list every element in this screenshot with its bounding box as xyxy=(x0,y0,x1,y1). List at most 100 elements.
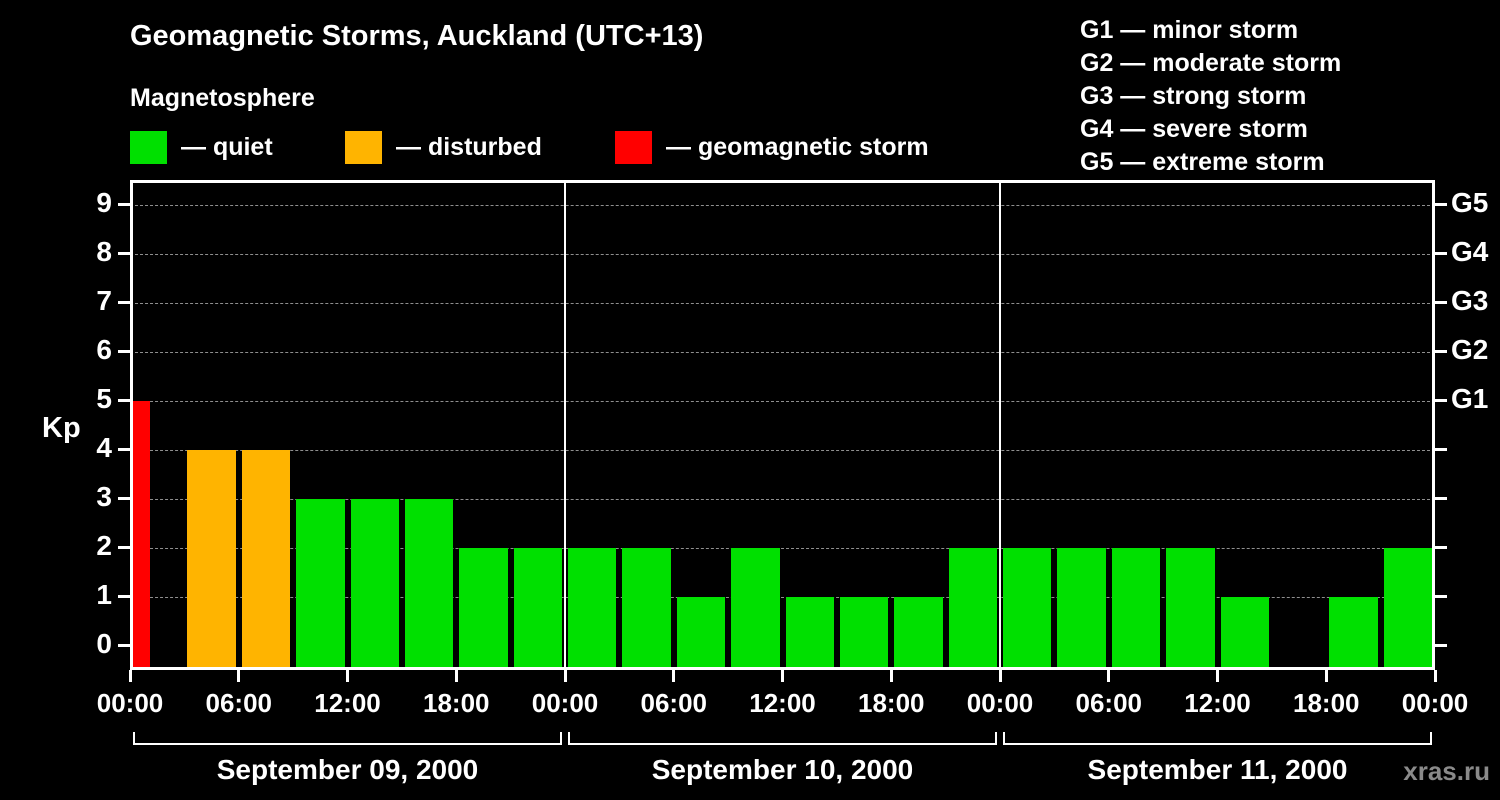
y-tick-label: 4 xyxy=(96,431,112,463)
x-axis-tick xyxy=(889,670,893,682)
day-separator xyxy=(564,180,566,670)
gridline xyxy=(130,253,1435,255)
right-axis-label: G2 xyxy=(1451,333,1489,365)
kp-bar xyxy=(350,498,399,670)
kp-bar xyxy=(894,596,943,670)
y-tick-label: 0 xyxy=(96,627,112,659)
x-tick-label: 06:00 xyxy=(640,688,708,718)
kp-bar xyxy=(1166,547,1215,670)
legend-item-storm: — geomagnetic storm xyxy=(615,130,929,164)
y-tick-label: 7 xyxy=(96,284,112,316)
y-axis-tick xyxy=(1435,644,1447,647)
g-legend-item-g4: G4 — severe storm xyxy=(1080,115,1308,143)
y-tick-label: 6 xyxy=(96,333,112,365)
date-bracket xyxy=(568,743,997,745)
date-bracket xyxy=(560,732,562,745)
kp-bar xyxy=(513,547,562,670)
x-tick-label: 06:00 xyxy=(205,688,273,718)
y-tick-label: 1 xyxy=(96,578,112,610)
kp-bar xyxy=(731,547,780,670)
date-bracket xyxy=(995,732,997,745)
x-axis-tick xyxy=(998,670,1002,682)
kp-axis-label: Kp xyxy=(42,412,81,444)
legend-label-storm: — geomagnetic storm xyxy=(666,132,929,161)
chart-subtitle: Magnetosphere xyxy=(130,84,315,112)
y-axis-tick xyxy=(1435,350,1447,353)
date-label: September 11, 2000 xyxy=(1087,754,1348,785)
kp-bar xyxy=(568,547,617,670)
x-axis-tick xyxy=(1433,670,1437,682)
y-axis-tick xyxy=(1435,497,1447,500)
y-axis-tick xyxy=(118,203,130,206)
gridline xyxy=(130,204,1435,206)
date-bracket xyxy=(133,743,562,745)
kp-bar xyxy=(1329,596,1378,670)
y-axis-tick xyxy=(118,644,130,647)
y-tick-label: 5 xyxy=(96,382,112,414)
right-axis-label: G5 xyxy=(1451,186,1489,218)
date-bracket xyxy=(133,732,135,745)
y-axis-tick xyxy=(1435,203,1447,206)
x-axis-tick xyxy=(563,670,567,682)
date-bracket xyxy=(1003,732,1005,745)
right-axis-label: G3 xyxy=(1451,284,1489,316)
right-axis-label: G1 xyxy=(1451,382,1489,414)
g-scale-legend: G1 — minor storm G2 — moderate storm G3 … xyxy=(1080,14,1341,179)
y-axis-tick xyxy=(118,546,130,549)
kp-bar xyxy=(948,547,997,670)
x-axis-tick xyxy=(1324,670,1328,682)
x-tick-label: 18:00 xyxy=(858,688,925,718)
x-tick-label: 12:00 xyxy=(314,688,381,718)
date-label: September 10, 2000 xyxy=(651,754,914,785)
gridline xyxy=(130,596,1435,598)
x-tick-label: 18:00 xyxy=(1293,688,1360,718)
y-axis-tick xyxy=(1435,301,1447,304)
gridline xyxy=(130,449,1435,451)
gridline xyxy=(130,400,1435,402)
x-axis-tick xyxy=(128,670,132,682)
g-legend-item-g5: G5 — extreme storm xyxy=(1080,148,1325,176)
kp-bar xyxy=(839,596,889,670)
plot-frame xyxy=(130,180,1435,670)
g-legend-item-g2: G2 — moderate storm xyxy=(1080,49,1342,77)
y-axis-tick xyxy=(118,301,130,304)
kp-bar xyxy=(459,547,508,670)
disturbed-color-swatch xyxy=(345,130,382,164)
x-tick-label: 18:00 xyxy=(423,688,490,718)
y-axis-tick xyxy=(1435,546,1447,549)
x-axis-tick xyxy=(454,670,458,682)
y-axis-tick xyxy=(118,399,130,402)
kp-bar xyxy=(131,400,150,670)
g-legend-item-g1: G1 — minor storm xyxy=(1080,16,1299,44)
date-bracket xyxy=(568,732,570,745)
y-axis-tick xyxy=(118,497,130,500)
kp-bar xyxy=(241,449,291,670)
x-tick-label: 00:00 xyxy=(96,688,164,718)
y-tick-label: 2 xyxy=(96,529,112,561)
y-tick-label: 8 xyxy=(96,235,112,267)
gridline xyxy=(130,302,1435,304)
gridline xyxy=(130,498,1435,500)
x-tick-label: 00:00 xyxy=(531,688,599,718)
kp-bar xyxy=(1003,547,1052,670)
x-tick-label: 12:00 xyxy=(1184,688,1251,718)
x-tick-label: 00:00 xyxy=(1401,688,1469,718)
kp-bar xyxy=(1220,596,1269,670)
y-axis-tick xyxy=(118,595,130,598)
legend-item-disturbed: — disturbed xyxy=(345,130,542,164)
y-axis-tick xyxy=(1435,252,1447,255)
y-tick-label: 3 xyxy=(96,480,112,512)
date-label: September 09, 2000 xyxy=(216,754,479,785)
x-axis-tick xyxy=(1107,670,1111,682)
legend-item-quiet: — quiet xyxy=(130,130,273,164)
x-tick-label: 06:00 xyxy=(1075,688,1143,718)
x-axis-tick xyxy=(781,670,784,682)
gridline xyxy=(130,547,1435,549)
x-axis-tick xyxy=(1216,670,1219,682)
gridline xyxy=(130,351,1435,353)
legend-label-disturbed: — disturbed xyxy=(396,132,542,161)
kp-bar xyxy=(622,547,671,670)
x-axis-tick xyxy=(346,670,349,682)
y-axis-tick xyxy=(1435,399,1447,402)
